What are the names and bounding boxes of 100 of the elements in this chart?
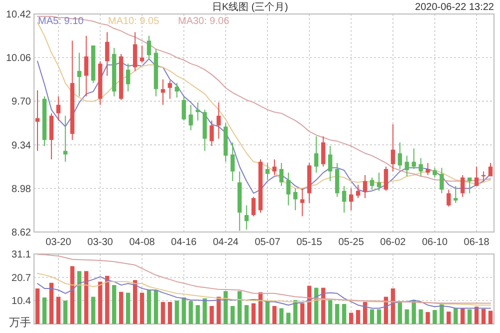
- candlestick: [321, 136, 326, 168]
- bar: [126, 292, 130, 324]
- bar: [216, 296, 221, 324]
- candlestick: [140, 44, 144, 63]
- bar: [418, 309, 423, 324]
- y-tick-label: 20.7: [12, 272, 32, 284]
- candlestick: [384, 166, 388, 192]
- bar: [230, 306, 235, 324]
- candlestick: [210, 120, 214, 147]
- candlestick: [63, 115, 68, 162]
- bar: [168, 302, 172, 324]
- bar: [146, 290, 152, 324]
- bar: [182, 297, 186, 324]
- candlestick: [77, 52, 82, 97]
- bar: [272, 306, 277, 324]
- x-tick-label: 06-10: [422, 237, 448, 248]
- text: MA30: 9.06: [178, 16, 230, 27]
- bar: [321, 288, 326, 324]
- bar: [154, 290, 158, 324]
- bar: [140, 292, 144, 324]
- y-tick-label: 10.42: [6, 10, 32, 20]
- candlestick: [328, 146, 332, 182]
- bar: [390, 288, 396, 324]
- candlestick: [404, 155, 409, 177]
- bar: [77, 271, 82, 324]
- bar: [35, 288, 40, 324]
- candlestick: [390, 124, 396, 172]
- x-tick-label: 03-30: [87, 237, 114, 248]
- bar: [362, 302, 368, 324]
- bar: [349, 312, 354, 324]
- bar: [84, 271, 88, 324]
- bar: [300, 303, 304, 324]
- y-tick-label: 9.70: [12, 96, 32, 108]
- candlestick: [460, 174, 465, 198]
- candlestick: [56, 96, 60, 122]
- candlestick: [349, 188, 354, 211]
- bar: [474, 306, 479, 324]
- x-tick-label: 05-07: [254, 237, 281, 248]
- candlestick: [105, 32, 110, 76]
- bar: [356, 310, 360, 324]
- candlestick: [196, 102, 200, 122]
- bar: [210, 306, 214, 324]
- bar: [286, 312, 290, 324]
- candlestick: [286, 172, 290, 206]
- bar: [63, 300, 68, 324]
- bar: [342, 304, 346, 324]
- bar: [481, 308, 486, 324]
- bar: [265, 302, 270, 324]
- bar: [404, 309, 409, 324]
- text: MA5: 9.10: [38, 16, 84, 27]
- candlestick: [488, 162, 493, 177]
- candlestick: [279, 162, 284, 186]
- bar: [376, 309, 382, 324]
- candlestick: [454, 185, 458, 204]
- bar: [132, 280, 138, 324]
- candlestick: [370, 177, 374, 190]
- bar: [370, 309, 374, 324]
- bar: [49, 282, 54, 324]
- bar: [91, 296, 96, 324]
- candlestick: [446, 189, 451, 208]
- bar: [244, 305, 249, 324]
- bar: [432, 310, 437, 324]
- bar: [202, 298, 207, 324]
- bar: [56, 296, 60, 324]
- candlestick: [481, 170, 486, 182]
- candlestick: [440, 167, 444, 194]
- bar: [112, 285, 116, 324]
- bar: [426, 312, 430, 324]
- candlestick: [230, 142, 235, 182]
- candlestick: [126, 63, 130, 92]
- text: 2020-06-22 13:22: [415, 2, 494, 13]
- y-tick-label: 31.1: [12, 250, 32, 260]
- candlestick: [35, 90, 40, 152]
- bar: [70, 266, 74, 324]
- candlestick: [272, 158, 277, 176]
- x-tick-label: 04-16: [171, 237, 198, 248]
- bar: [174, 300, 179, 324]
- x-tick-label: 05-15: [296, 237, 323, 248]
- candlestick: [314, 136, 318, 174]
- candlestick: [426, 162, 430, 176]
- bar: [307, 286, 312, 324]
- bar: [251, 303, 256, 324]
- candlestick: [84, 35, 88, 97]
- candlestick: [418, 158, 423, 177]
- y-tick-label: 10.06: [6, 53, 32, 64]
- x-tick-label: 03-20: [46, 237, 72, 248]
- bar: [196, 305, 200, 324]
- y-tick-label: 10.4: [12, 296, 32, 308]
- x-tick-label: 04-24: [212, 237, 239, 248]
- bar: [105, 276, 110, 324]
- y-tick-label: 8.62: [12, 228, 32, 238]
- bar: [328, 300, 332, 324]
- candlestick: [362, 174, 368, 199]
- candlestick: [146, 35, 152, 60]
- bar: [42, 297, 47, 324]
- bar: [188, 301, 193, 324]
- candlestick: [300, 188, 304, 217]
- candlestick: [132, 32, 138, 72]
- y-tick-label: 8.98: [12, 184, 32, 195]
- bar: [398, 301, 402, 324]
